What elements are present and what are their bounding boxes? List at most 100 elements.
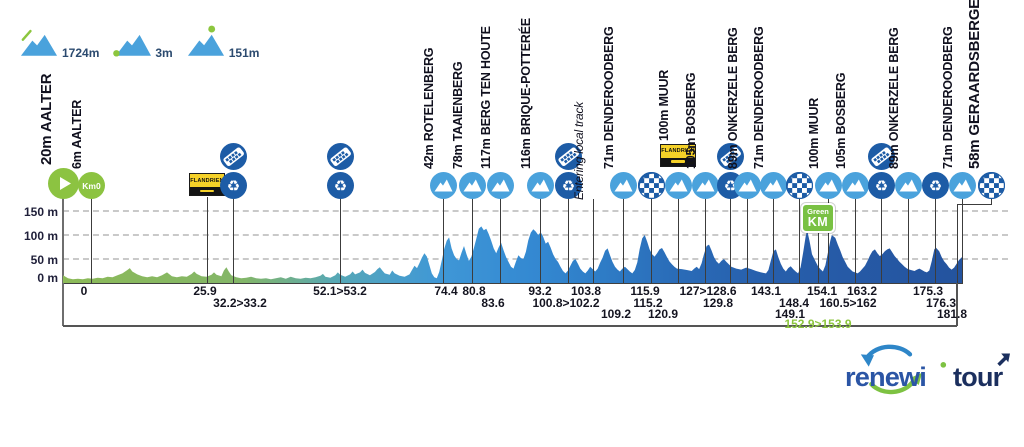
distance-label: 127>128.6 [679, 284, 737, 298]
distance-label: 163.2 [846, 284, 878, 298]
svg-text:Km0: Km0 [82, 180, 101, 190]
distance-label: 181.8 [936, 307, 968, 321]
finish-bracket-line [956, 283, 958, 326]
distance-label: 175.3 [912, 284, 944, 298]
mountain-icon [814, 171, 842, 199]
distance-label: 52.1>53.2 [313, 284, 367, 298]
marker-connector-line [746, 197, 748, 283]
mountain-icon [733, 171, 761, 199]
marker-connector-line [90, 197, 92, 283]
distance-label: 152.9>153.9 [784, 317, 852, 331]
mountain-icon [458, 171, 486, 199]
svg-text:♻: ♻ [874, 177, 887, 195]
marker-connector-line [471, 197, 473, 283]
total-ascent-mountain-icon [20, 28, 58, 62]
marker-connector-line [592, 199, 594, 283]
marker-connector-line [622, 197, 624, 283]
green-km-badge-top: Green [807, 207, 829, 216]
mountain-icon [486, 171, 514, 199]
climb-label: 42m ROTELENBERG [422, 47, 436, 169]
marker-connector-line [907, 197, 909, 283]
green-km-badge-bottom: KM [807, 215, 829, 229]
climb-label: 71m DENDEROODBERG [602, 26, 616, 169]
mountain-icon [609, 171, 637, 199]
flandrien-badge-text: FLANDRIEN [190, 177, 224, 184]
elevation-profile-area [63, 211, 963, 283]
flandrien-badge-sponsor-strip [661, 157, 695, 166]
distance-label: 103.8 [570, 284, 602, 298]
y-axis-line [61, 193, 64, 326]
distance-label: 120.9 [647, 307, 679, 321]
gridline-150m [63, 210, 1008, 212]
renewi-tour-logo: renewi tour [838, 340, 1010, 402]
climb-label: 71m DENDEROODBERG [752, 26, 766, 169]
flandrien-badge-sponsor-strip [190, 187, 224, 195]
mountain-icon [429, 171, 457, 199]
cobbles-icon [326, 142, 354, 170]
y-axis-label: 50 m [30, 253, 58, 267]
play-icon [47, 167, 79, 199]
svg-text:♻: ♻ [723, 177, 736, 195]
marker-connector-line [442, 197, 444, 283]
marker-connector-line [956, 204, 958, 283]
legend-item-total-ascent: 1724m [20, 28, 99, 62]
climb-label: 71m DENDEROODBERG [941, 26, 955, 169]
climb-label: 78m TAAIENBERG [451, 61, 465, 169]
route-annotation: Entering local track [572, 101, 586, 200]
marker-connector-line [339, 197, 341, 283]
distance-label: 74.4 [434, 284, 458, 298]
climb-label: 89m ONKERZELE BERG [726, 26, 740, 169]
elevation-profile [63, 226, 963, 283]
distance-label: 25.9 [193, 284, 217, 298]
y-axis-label: 150 m [23, 205, 58, 219]
marker-connector-line [854, 197, 856, 283]
distance-label: 80.8 [462, 284, 486, 298]
flandrien-badge-text: FLANDRIEN [661, 148, 695, 154]
svg-text:♻: ♻ [333, 177, 346, 195]
svg-text:♻: ♻ [928, 177, 941, 195]
km0-icon: Km0 [77, 171, 105, 199]
marker-connector-line [934, 197, 936, 283]
legend-item-highest-point: 151m [187, 24, 259, 62]
distance-label: 100.8>102.2 [532, 296, 600, 310]
cobbles-icon [867, 142, 895, 170]
cobbles-icon [716, 142, 744, 170]
marker-connector-line [206, 197, 208, 283]
climb-label: 117m BERG TEN HOUTE [479, 25, 493, 169]
marker-connector-line [650, 197, 652, 283]
climb-label: 58m GERAARDSBERGEN [965, 0, 983, 169]
climb-label: 20m AALTER [37, 73, 55, 165]
distance-label: 32.2>33.2 [213, 296, 267, 310]
distance-label: 154.1 [806, 284, 838, 298]
y-axis-label: 0 m [37, 271, 58, 285]
distance-label: 149.1 [774, 307, 806, 321]
recycle-icon: ♻ [219, 171, 247, 199]
climb-label: 105m BOSBERG [834, 72, 848, 169]
legend-item-lowest-point: 3m [113, 28, 173, 62]
distance-label: 83.6 [481, 296, 505, 310]
marker-connector-line [704, 197, 706, 283]
checkered-icon [637, 171, 665, 199]
flandrien-badge: FLANDRIEN [660, 143, 696, 167]
mountain-icon [759, 171, 787, 199]
marker-connector-line [539, 197, 541, 283]
logo-renewi-text: renewi [845, 361, 926, 392]
marker-connector-line [880, 197, 882, 283]
recycle-icon: ♻ [554, 171, 582, 199]
distance-label: 176.3 [925, 296, 957, 310]
legend: 1724m 3m 151m [20, 24, 259, 62]
logo-tour-text: tour [953, 361, 1004, 392]
recycle-icon: ♻ [867, 171, 895, 199]
mountain-icon [526, 171, 554, 199]
marker-connector-line [772, 197, 774, 283]
cobbles-icon [554, 142, 582, 170]
distance-label: 109.2 [600, 307, 632, 321]
marker-connector-line [729, 197, 731, 283]
marker-connector-line [957, 204, 991, 205]
mountain-icon [948, 171, 976, 199]
lowest-point-mountain-icon [113, 28, 152, 62]
marker-connector-line [827, 197, 829, 283]
distance-label: 115.9 [630, 284, 660, 298]
checkered-icon [785, 171, 813, 199]
